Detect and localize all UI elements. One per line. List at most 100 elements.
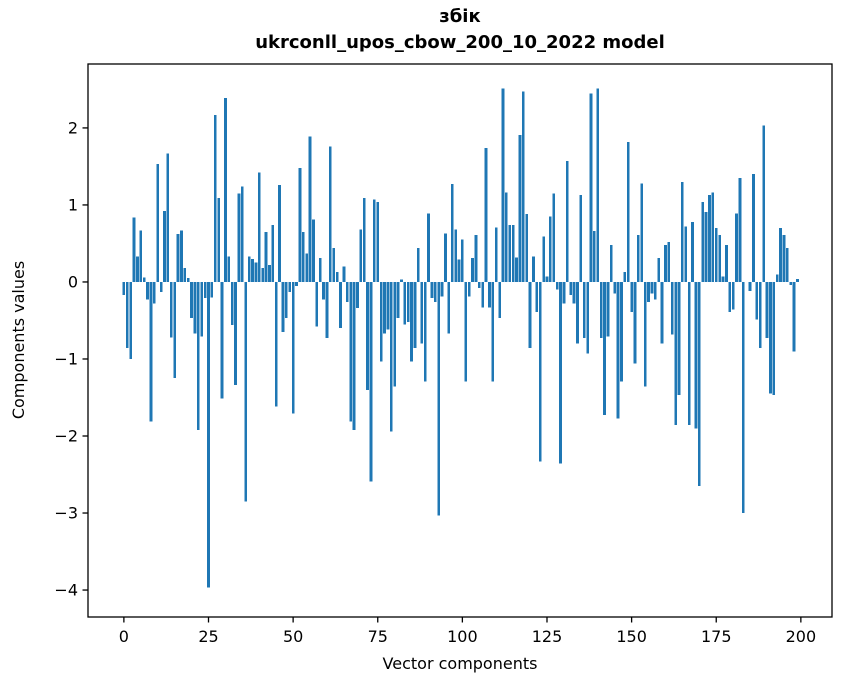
bar — [142, 277, 146, 282]
bar — [332, 248, 336, 282]
y-axis-label: Components values — [9, 261, 28, 419]
bar — [518, 134, 522, 282]
bar — [653, 281, 657, 300]
bar — [474, 234, 478, 282]
bar — [796, 278, 799, 282]
bar — [741, 281, 745, 514]
bar — [149, 281, 153, 422]
bar — [376, 201, 380, 282]
bar — [257, 172, 261, 282]
bar — [308, 136, 312, 282]
bar — [132, 217, 136, 282]
bar — [159, 281, 163, 292]
bar — [227, 256, 231, 282]
bar — [305, 253, 309, 282]
x-axis-label: Vector components — [383, 654, 538, 673]
bar — [288, 281, 292, 292]
bar — [251, 258, 254, 282]
x-tick-label: 75 — [368, 627, 388, 646]
y-tick-label: 1 — [68, 195, 78, 214]
bar — [711, 192, 715, 282]
bar — [532, 256, 535, 282]
bar — [359, 229, 363, 282]
bar — [664, 245, 667, 282]
bar — [721, 276, 725, 282]
bar — [484, 147, 488, 282]
bar — [274, 281, 278, 407]
bar — [413, 281, 417, 349]
bar — [579, 194, 583, 282]
y-tick-label: 0 — [68, 272, 78, 291]
bar — [701, 201, 705, 282]
bar — [312, 219, 315, 282]
bar — [609, 245, 613, 282]
bar — [613, 281, 617, 294]
bar — [728, 281, 732, 313]
bar — [792, 281, 796, 352]
bar — [440, 281, 444, 297]
x-tick-label: 150 — [616, 627, 647, 646]
bar — [349, 281, 353, 422]
y-tick-label: −2 — [54, 427, 78, 446]
bar — [200, 281, 204, 337]
bar — [285, 281, 288, 319]
bar — [383, 281, 386, 334]
bar — [505, 192, 508, 282]
bar — [521, 91, 525, 282]
bar — [643, 281, 647, 387]
bar — [657, 258, 661, 282]
bar — [697, 281, 701, 487]
bar — [169, 281, 173, 338]
bar — [748, 281, 752, 292]
bar — [366, 281, 369, 390]
bar — [782, 234, 786, 282]
y-tick-label: −4 — [54, 581, 78, 600]
bar — [403, 281, 407, 325]
bar — [271, 224, 275, 282]
bar — [278, 184, 281, 282]
bar — [467, 281, 471, 297]
bar — [254, 262, 258, 282]
bar — [281, 281, 285, 333]
bar — [186, 278, 190, 282]
bar — [444, 233, 447, 282]
bar — [647, 281, 650, 302]
bar — [356, 281, 359, 309]
bar — [369, 281, 373, 482]
bar — [450, 184, 454, 282]
bar — [420, 281, 424, 344]
bar — [758, 281, 762, 349]
bar — [681, 181, 684, 282]
bar — [241, 186, 244, 282]
bar — [136, 256, 139, 282]
bar — [650, 281, 654, 294]
plot-spines — [87, 63, 833, 618]
bar — [623, 271, 627, 282]
bar — [785, 248, 789, 282]
bar — [210, 281, 214, 298]
bar — [735, 213, 738, 282]
bar — [559, 281, 562, 464]
bar — [762, 125, 765, 282]
bar — [542, 236, 545, 282]
bar — [501, 88, 505, 282]
chart-title: збік — [439, 6, 481, 27]
bar — [335, 271, 339, 282]
bar — [626, 141, 630, 282]
bar — [437, 281, 441, 516]
bar — [203, 281, 207, 299]
bar — [565, 161, 569, 282]
bar — [779, 228, 782, 282]
bar — [593, 231, 596, 282]
bar — [180, 230, 183, 282]
bar — [176, 234, 180, 282]
bar — [295, 281, 298, 286]
bar — [660, 281, 664, 344]
bar — [207, 281, 210, 588]
bar — [494, 227, 498, 282]
bar — [586, 281, 589, 354]
bar — [454, 229, 457, 282]
bar — [731, 281, 735, 310]
bar — [389, 281, 393, 432]
